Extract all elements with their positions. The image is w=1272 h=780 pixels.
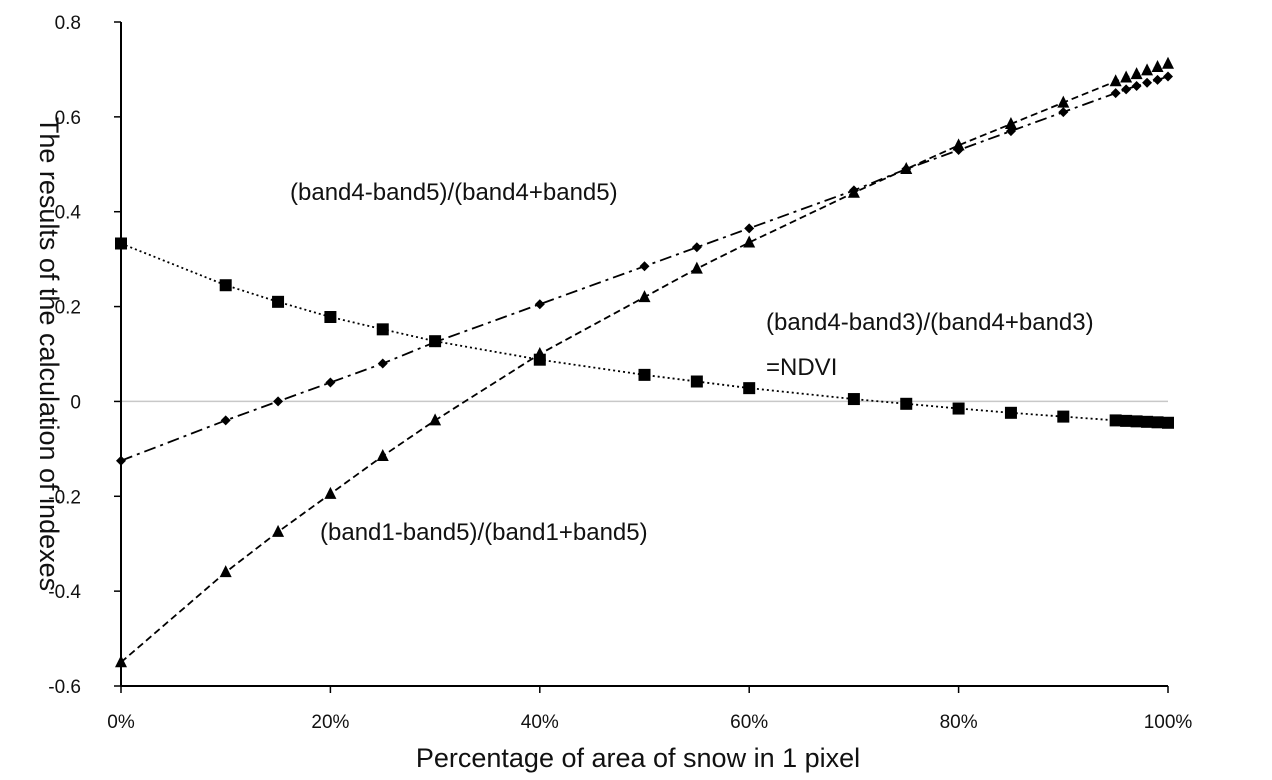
- square-marker: [953, 403, 965, 415]
- square-marker: [1131, 415, 1143, 427]
- series-triangle: [115, 57, 1174, 668]
- diamond-marker: [1058, 107, 1068, 117]
- square-marker: [1110, 414, 1122, 426]
- diamond-marker: [378, 358, 388, 368]
- triangle-marker: [429, 413, 441, 425]
- square-marker: [1141, 416, 1153, 428]
- square-marker: [272, 296, 284, 308]
- triangle-marker: [639, 290, 651, 302]
- triangle-marker: [272, 525, 284, 537]
- square-marker: [900, 398, 912, 410]
- x-tick-label: 100%: [1144, 712, 1193, 733]
- diamond-marker: [116, 456, 126, 466]
- y-tick-label: 0: [70, 392, 81, 413]
- triangle-marker: [1131, 67, 1143, 79]
- square-marker: [743, 382, 755, 394]
- diamond-marker: [273, 396, 283, 406]
- triangle-marker: [691, 262, 703, 274]
- series-diamond: [116, 72, 1173, 466]
- diamond-marker: [1142, 78, 1152, 88]
- diamond-marker: [1153, 75, 1163, 85]
- diamond-marker: [221, 415, 231, 425]
- triangle-marker: [1152, 60, 1164, 72]
- diamond-marker: [1121, 84, 1131, 94]
- annotation-band1-band5: (band1-band5)/(band1+band5): [320, 519, 648, 546]
- annotation-ndvi-label: =NDVI: [766, 354, 837, 381]
- square-marker: [639, 369, 651, 381]
- square-marker: [848, 393, 860, 405]
- triangle-marker: [220, 565, 232, 577]
- triangle-marker: [1162, 57, 1174, 69]
- triangle-marker: [115, 655, 127, 667]
- triangle-marker: [324, 487, 336, 499]
- x-tick-label: 20%: [311, 712, 349, 733]
- triangle-marker: [377, 449, 389, 461]
- annotation-ndvi-formula: (band4-band3)/(band4+band3): [766, 309, 1094, 336]
- diamond-marker: [1132, 81, 1142, 91]
- triangle-marker: [1110, 74, 1122, 86]
- annotation-band4-band5: (band4-band5)/(band4+band5): [290, 179, 618, 206]
- x-tick-label: 80%: [940, 712, 978, 733]
- triangle-marker: [1141, 63, 1153, 75]
- x-tick-label: 60%: [730, 712, 768, 733]
- square-marker: [115, 237, 127, 249]
- square-marker: [377, 323, 389, 335]
- diamond-marker: [325, 377, 335, 387]
- square-marker: [1152, 416, 1164, 428]
- y-tick-label: 0.8: [55, 13, 81, 34]
- square-marker: [1120, 415, 1132, 427]
- square-marker: [1162, 417, 1174, 429]
- diamond-marker: [1163, 72, 1173, 82]
- y-tick-label: -0.6: [48, 677, 81, 698]
- diamond-marker: [744, 223, 754, 233]
- diamond-marker: [692, 242, 702, 252]
- diamond-marker: [535, 299, 545, 309]
- triangle-marker: [743, 236, 755, 248]
- square-marker: [691, 376, 703, 388]
- square-marker: [324, 311, 336, 323]
- square-marker: [429, 335, 441, 347]
- diamond-marker: [640, 261, 650, 271]
- x-axis-title: Percentage of area of snow in 1 pixel: [416, 743, 860, 773]
- series-line: [121, 64, 1168, 663]
- square-marker: [1005, 407, 1017, 419]
- square-marker: [220, 279, 232, 291]
- triangle-marker: [1120, 70, 1132, 82]
- square-marker: [1057, 411, 1069, 423]
- y-axis-title: The results of the calculation of indexe…: [34, 117, 64, 591]
- x-tick-label: 0%: [107, 712, 135, 733]
- diamond-marker: [1111, 88, 1121, 98]
- x-tick-label: 40%: [521, 712, 559, 733]
- triangle-marker: [534, 347, 546, 359]
